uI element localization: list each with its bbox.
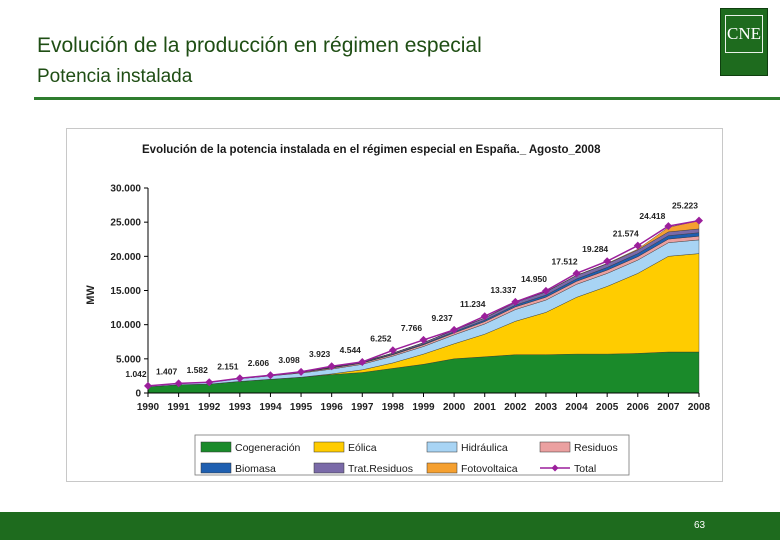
total-point: [266, 371, 275, 380]
total-point: [572, 269, 581, 278]
logo-text: CNE: [727, 24, 761, 43]
legend-label: Biomasa: [235, 463, 276, 475]
total-point: [144, 381, 152, 390]
total-point: [633, 241, 642, 250]
x-tick-label: 2003: [535, 402, 558, 413]
total-data-label: 13.337: [490, 285, 516, 295]
total-data-label: 2.151: [217, 361, 239, 371]
slide-title: Evolución de la producción en régimen es…: [37, 34, 482, 57]
title-rule: [34, 97, 780, 100]
y-tick-label: 15.000: [110, 286, 141, 297]
legend-swatch: [426, 462, 458, 474]
total-point: [695, 216, 703, 225]
legend-swatch: [200, 462, 232, 474]
total-data-label: 3.098: [278, 355, 300, 365]
total-point: [450, 325, 459, 334]
total-point: [205, 378, 214, 387]
total-point: [297, 367, 306, 376]
x-tick-label: 1993: [229, 402, 252, 413]
x-tick-label: 1999: [412, 402, 435, 413]
total-data-label: 14.950: [521, 274, 547, 284]
total-point: [388, 346, 397, 355]
total-data-label: 25.223: [672, 201, 698, 211]
chart-title: Evolución de la potencia instalada en el…: [142, 144, 601, 156]
x-tick-label: 1996: [321, 402, 344, 413]
legend-label: Fotovoltaica: [461, 463, 518, 475]
total-point: [358, 357, 367, 366]
total-data-label: 1.042: [125, 369, 147, 379]
x-tick-label: 2002: [504, 402, 527, 413]
logo-frame: CNE: [725, 15, 763, 53]
y-tick-label: 5.000: [116, 354, 141, 365]
total-data-label: 2.606: [248, 358, 270, 368]
x-tick-label: 1995: [290, 402, 313, 413]
x-tick-label: 1994: [259, 402, 282, 413]
x-tick-label: 1997: [351, 402, 374, 413]
total-data-label: 9.237: [431, 313, 453, 323]
x-tick-label: 2001: [474, 402, 497, 413]
total-data-label: 1.407: [156, 366, 178, 376]
legend-swatch: [313, 441, 345, 453]
total-point: [480, 312, 489, 321]
legend-label: Hidráulica: [461, 442, 508, 454]
total-point: [419, 335, 428, 344]
y-tick-label: 10.000: [110, 320, 141, 331]
x-tick-label: 1990: [137, 402, 160, 413]
x-tick-label: 2006: [627, 402, 650, 413]
legend-swatch: [200, 441, 232, 453]
total-data-label: 4.544: [340, 345, 362, 355]
area-series-6: [147, 220, 700, 387]
page-number: 63: [694, 520, 706, 531]
x-tick-label: 1992: [198, 402, 221, 413]
total-point: [327, 362, 336, 371]
total-data-label: 24.418: [639, 211, 665, 221]
legend-swatch: [426, 441, 458, 453]
total-data-label: 1.582: [187, 365, 209, 375]
x-tick-label: 2004: [565, 402, 588, 413]
x-tick-label: 1998: [382, 402, 405, 413]
y-tick-label: 0: [135, 389, 141, 400]
total-data-label: 7.766: [401, 323, 423, 333]
total-point: [511, 297, 520, 306]
y-tick-label: 25.000: [110, 218, 141, 229]
legend-label: Trat.Residuos: [348, 463, 413, 475]
total-point: [235, 374, 244, 383]
total-point: [664, 222, 673, 231]
x-tick-label: 2000: [443, 402, 466, 413]
total-data-label: 11.234: [460, 299, 486, 309]
total-point: [174, 379, 183, 388]
legend-label: Total: [574, 463, 596, 475]
total-data-label: 6.252: [370, 333, 392, 343]
cne-logo: CNE: [720, 8, 768, 76]
y-tick-label: 20.000: [110, 252, 141, 263]
chart-frame: Evolución de la potencia instalada en el…: [66, 128, 723, 482]
legend-swatch: [313, 462, 345, 474]
y-axis-label: MW: [85, 285, 97, 305]
x-tick-label: 2005: [596, 402, 619, 413]
legend-label: Eólica: [348, 442, 377, 454]
total-data-label: 3.923: [309, 349, 331, 359]
legend-label: Cogeneración: [235, 442, 301, 454]
x-tick-label: 1991: [167, 402, 190, 413]
legend-marker: [551, 464, 559, 472]
slide-subtitle: Potencia instalada: [37, 66, 193, 87]
x-tick-label: 2008: [688, 402, 711, 413]
total-point: [541, 286, 550, 295]
total-data-label: 19.284: [582, 244, 608, 254]
chart-svg: Evolución de la potencia instalada en el…: [85, 144, 711, 476]
x-tick-label: 2007: [657, 402, 680, 413]
total-point: [603, 257, 612, 266]
y-tick-label: 30.000: [110, 184, 141, 195]
total-data-label: 17.512: [552, 256, 578, 266]
footer-bar: 63: [0, 512, 780, 540]
legend-swatch: [539, 441, 571, 453]
total-data-label: 21.574: [613, 229, 639, 239]
legend-label: Residuos: [574, 442, 618, 454]
